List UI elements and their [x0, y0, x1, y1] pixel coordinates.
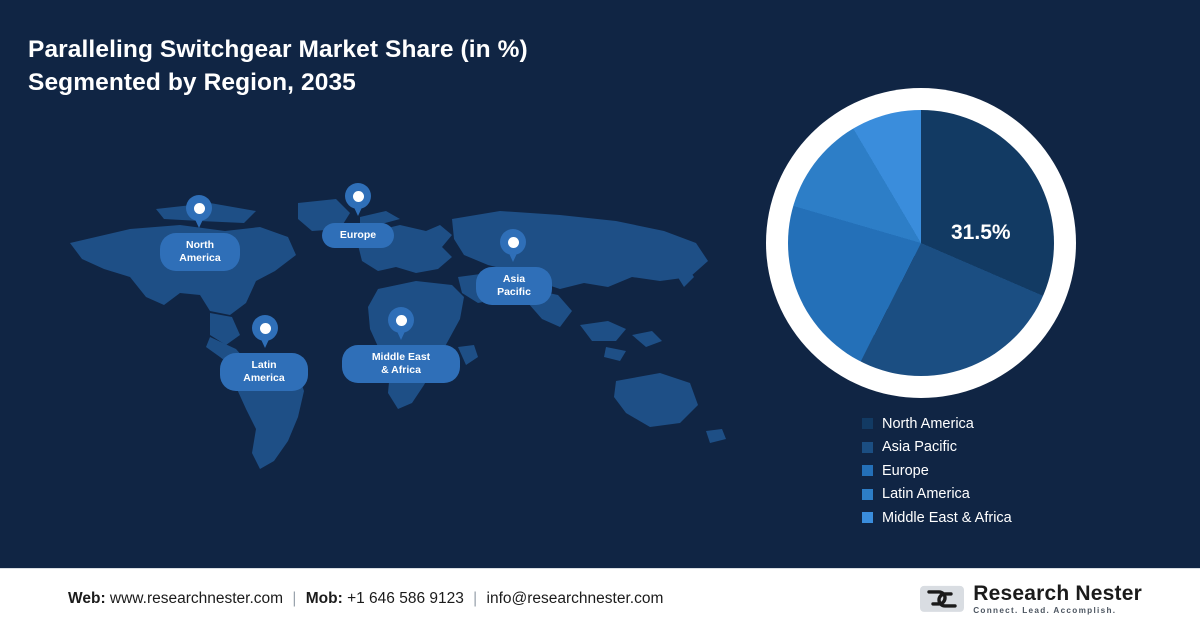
map-pin-europe	[345, 183, 371, 217]
brand-tagline: Connect. Lead. Accomplish.	[973, 605, 1117, 615]
legend-swatch-icon	[862, 488, 873, 500]
brand-name: Research Nester	[973, 582, 1142, 603]
footer-bar: Web: www.researchnester.com | Mob: +1 64…	[0, 568, 1200, 628]
map-pin-middle-east-africa	[388, 307, 414, 341]
footer-separator-2: |	[473, 589, 478, 607]
footer-web-label: Web:	[68, 589, 106, 607]
legend-label: Middle East & Africa	[882, 509, 1012, 526]
brand-name-nester: Nester	[1075, 581, 1142, 605]
footer-contact: Web: www.researchnester.com | Mob: +1 64…	[68, 590, 663, 608]
legend-label: Europe	[882, 462, 929, 479]
chart-legend: North America Asia Pacific Europe Latin …	[862, 412, 1162, 530]
legend-label: Latin America	[882, 486, 970, 502]
footer-separator-1: |	[292, 589, 297, 607]
map-pin-north-america	[186, 195, 212, 229]
map-pin-icon	[388, 307, 414, 333]
map-pin-icon	[500, 229, 526, 255]
brand-wordmark: Research Nester Connect. Lead. Accomplis…	[973, 582, 1142, 614]
legend-item-latin-america: Latin America	[862, 483, 1162, 507]
legend-swatch-icon	[862, 465, 873, 477]
legend-label: Asia Pacific	[882, 439, 957, 455]
map-label-middle-east-africa: Middle East & Africa	[342, 345, 460, 383]
research-nester-logo-icon	[920, 585, 965, 612]
map-label-north-america: North America	[160, 233, 240, 271]
footer-web-value[interactable]: www.researchnester.com	[109, 589, 284, 607]
pie-chart: 31.5%	[766, 88, 1124, 398]
world-map: North America Europe Asia Pacific Latin …	[60, 183, 740, 475]
legend-item-europe: Europe	[862, 459, 1162, 483]
legend-item-asia-pacific: Asia Pacific	[862, 436, 1162, 460]
footer-mob-label: Mob:	[305, 589, 343, 607]
brand-name-research: Research	[973, 581, 1070, 605]
map-pin-icon	[345, 183, 371, 209]
map-pin-icon	[186, 195, 212, 221]
legend-item-north-america: North America	[862, 412, 1162, 436]
title-line-2: Segmented by Region, 2035	[28, 68, 356, 96]
map-pin-icon	[252, 315, 278, 341]
legend-swatch-icon	[862, 418, 873, 430]
brand-logo: Research Nester Connect. Lead. Accomplis…	[920, 582, 1142, 614]
map-label-latin-america: Latin America	[220, 353, 308, 391]
page-title: Paralleling Switchgear Market Share (in …	[28, 34, 728, 99]
title-line-1: Paralleling Switchgear Market Share (in …	[28, 36, 528, 63]
footer-email[interactable]: info@researchnester.com	[486, 589, 664, 607]
legend-item-middle-east-africa: Middle East & Africa	[862, 506, 1162, 530]
pie-slices	[788, 110, 1054, 376]
footer-mob-value: +1 646 586 9123	[347, 589, 464, 607]
legend-swatch-icon	[862, 512, 873, 524]
legend-label: North America	[882, 415, 974, 432]
map-label-asia-pacific: Asia Pacific	[476, 267, 552, 305]
pie-value-label: 31.5%	[951, 221, 1011, 244]
map-pin-asia-pacific	[500, 229, 526, 263]
map-label-europe: Europe	[322, 223, 394, 248]
map-pin-latin-america	[252, 315, 278, 349]
legend-swatch-icon	[862, 441, 873, 453]
chart-stage: Paralleling Switchgear Market Share (in …	[0, 0, 1200, 568]
